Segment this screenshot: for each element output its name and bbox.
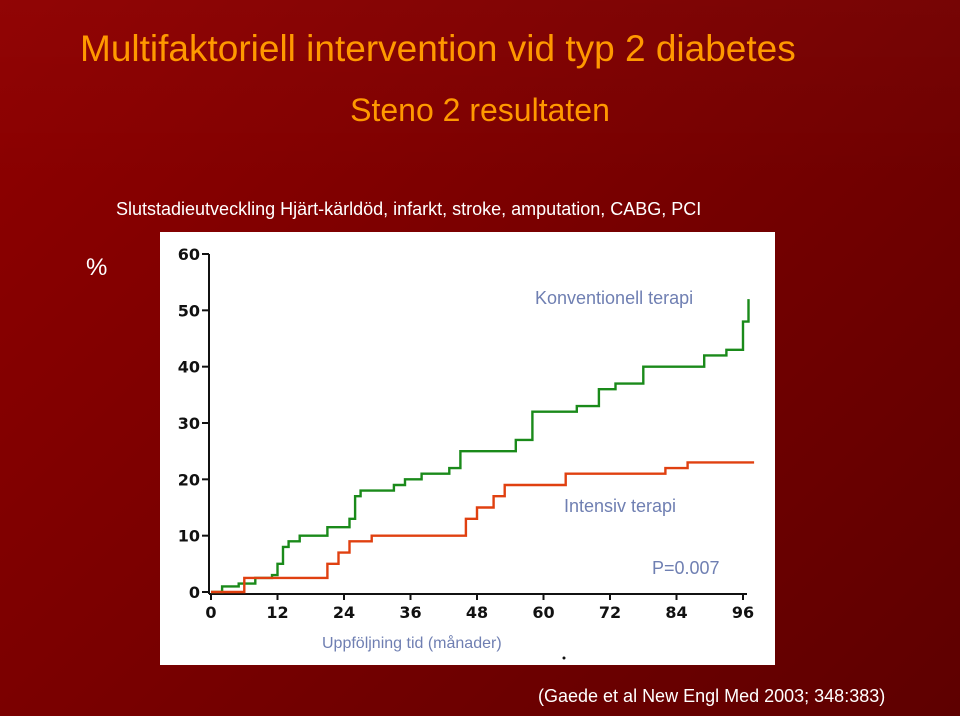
x-tick-label: 60 (532, 603, 554, 622)
y-tick-label: 10 (178, 527, 200, 546)
y-tick-label: 20 (178, 470, 200, 489)
series-label-intensive: Intensiv terapi (564, 496, 676, 516)
x-tick-label: 84 (665, 603, 687, 622)
y-tick-label: 50 (178, 301, 200, 320)
x-axis-title: Uppföljning tid (månader) (322, 634, 502, 652)
x-tick-label: 36 (399, 603, 421, 622)
series-line-intensive (211, 461, 755, 594)
x-tick-label: 0 (205, 603, 216, 622)
citation: (Gaede et al New Engl Med 2003; 348:383) (538, 686, 886, 706)
x-tick-label: 72 (599, 603, 621, 622)
y-tick-label: 30 (178, 414, 200, 433)
y-tick-label: 40 (178, 358, 200, 377)
x-tick-label: 96 (732, 603, 754, 622)
x-tick-label: 12 (266, 603, 288, 622)
y-tick-label: 0 (189, 583, 200, 602)
y-tick-label: 60 (178, 245, 200, 264)
p-value-annotation: P=0.007 (652, 558, 720, 578)
scan-speck (562, 656, 566, 660)
x-tick-label: 24 (333, 603, 355, 622)
slide-title: Multifaktoriell intervention vid typ 2 d… (80, 28, 796, 69)
series-label-conventional: Konventionell terapi (535, 288, 693, 308)
endpoint-label: Slutstadieutveckling Hjärt-kärldöd, infa… (116, 199, 702, 219)
slide-subtitle: Steno 2 resultaten (350, 92, 610, 128)
y-axis-unit: % (86, 254, 108, 281)
chart-svg: 0 10 20 30 40 50 60 0 12 24 36 48 60 72 84 96 Konvention… (178, 245, 755, 660)
x-tick-label: 48 (466, 603, 488, 622)
chart-panel: 0 10 20 30 40 50 60 0 12 24 36 48 60 72 84 96 Konvention… (160, 232, 775, 665)
header-band (0, 0, 960, 190)
series-line-conventional (211, 299, 750, 594)
